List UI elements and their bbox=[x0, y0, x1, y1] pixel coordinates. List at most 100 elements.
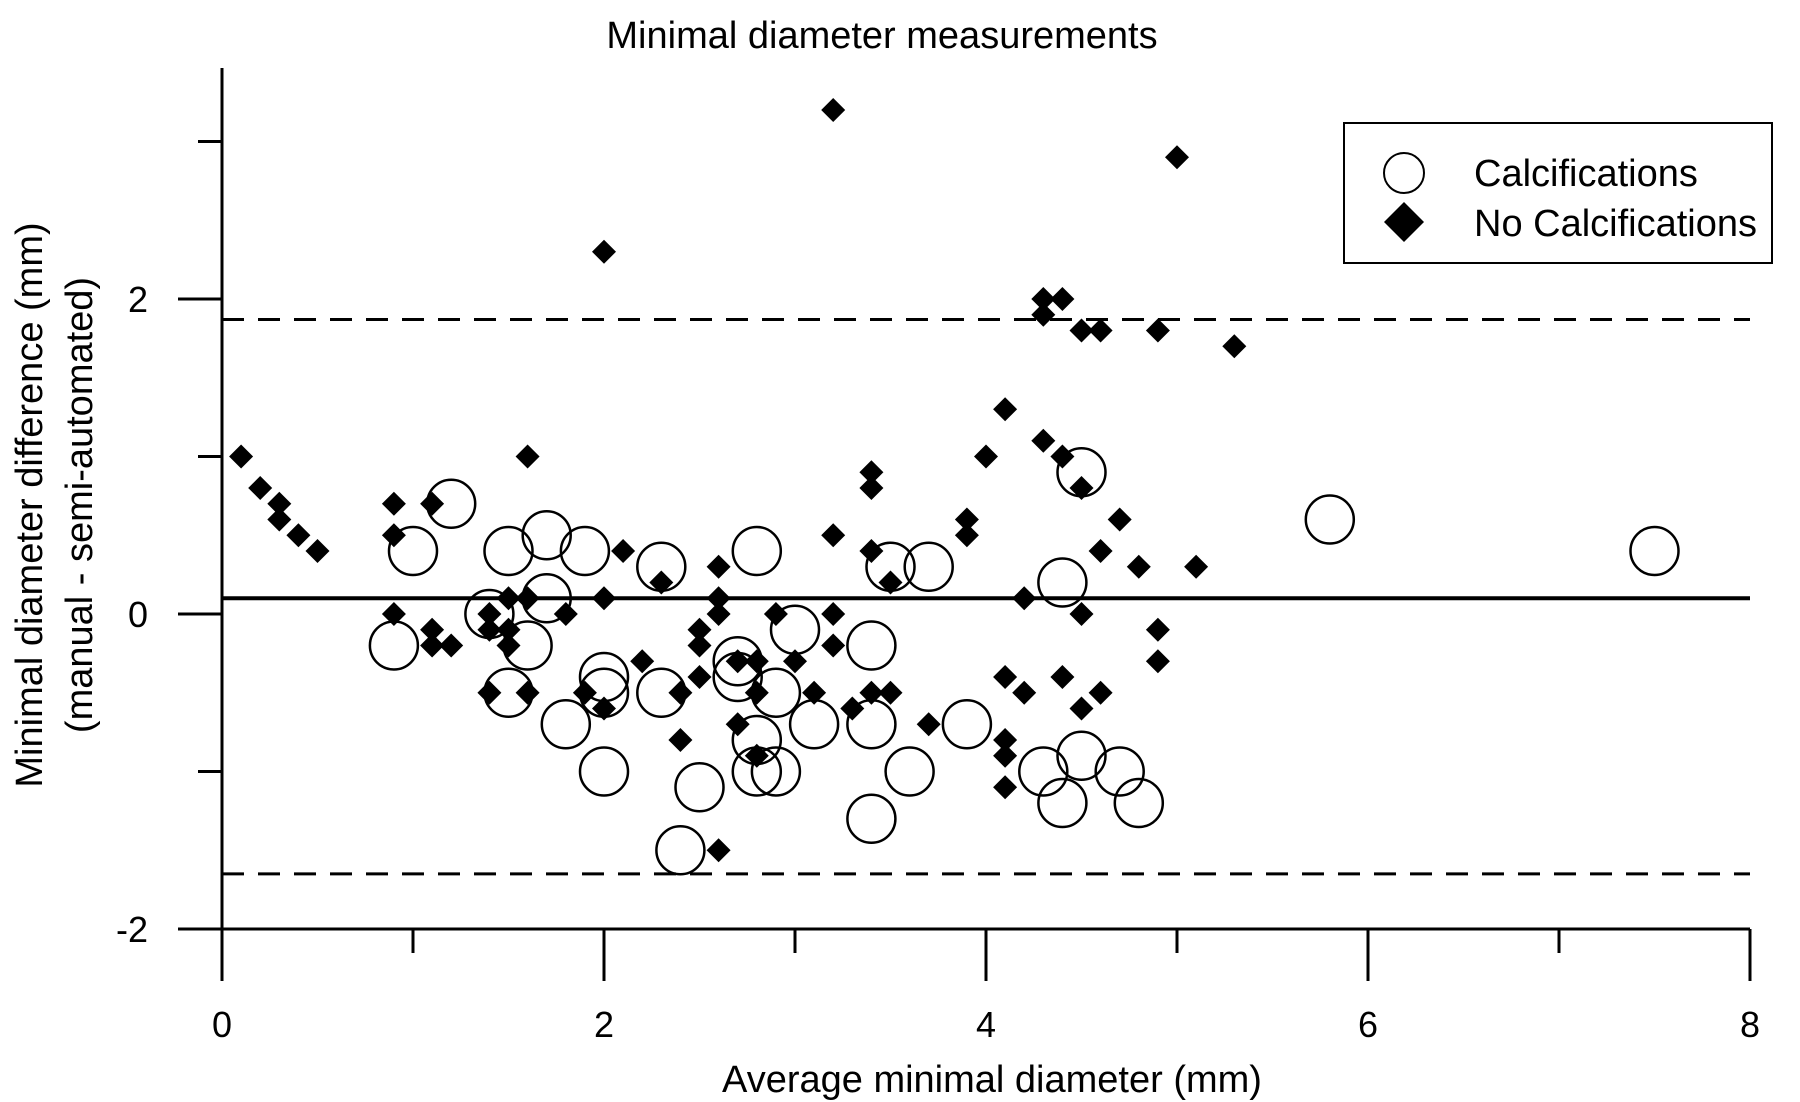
data-point-no-calcifications bbox=[744, 743, 769, 768]
data-point-no-calcifications bbox=[1222, 334, 1247, 359]
data-point-no-calcifications bbox=[744, 680, 769, 705]
x-tick-label: 6 bbox=[1358, 1004, 1378, 1045]
data-point-no-calcifications bbox=[1088, 539, 1113, 563]
data-point-calcifications bbox=[1037, 557, 1088, 608]
data-point-no-calcifications bbox=[840, 696, 865, 721]
data-point-calcifications bbox=[750, 746, 802, 797]
data-point-no-calcifications bbox=[477, 602, 502, 626]
legend-label-no-calcifications: No Calcifications bbox=[1474, 203, 1757, 245]
x-tick-label: 2 bbox=[594, 1004, 614, 1045]
data-point-no-calcifications bbox=[993, 775, 1018, 800]
data-point-no-calcifications bbox=[974, 444, 998, 469]
data-point-no-calcifications bbox=[821, 602, 846, 626]
data-point-calcifications bbox=[387, 525, 439, 577]
data-point-calcifications bbox=[1094, 746, 1145, 797]
data-point-no-calcifications bbox=[993, 743, 1018, 768]
data-point-no-calcifications bbox=[248, 476, 273, 500]
y-tick-label: 2 bbox=[128, 279, 148, 320]
data-point-no-calcifications bbox=[572, 680, 597, 705]
data-point-no-calcifications bbox=[1069, 602, 1094, 626]
data-point-no-calcifications bbox=[1031, 302, 1056, 327]
data-point-no-calcifications bbox=[859, 680, 884, 705]
data-point-no-calcifications bbox=[267, 491, 292, 516]
data-point-no-calcifications bbox=[725, 712, 750, 737]
data-point-calcifications bbox=[846, 620, 897, 671]
data-point-calcifications bbox=[559, 525, 611, 577]
x-axis-label: Average minimal diameter (mm) bbox=[722, 1059, 1262, 1101]
data-point-no-calcifications bbox=[515, 680, 540, 705]
data-point-no-calcifications bbox=[859, 476, 884, 500]
data-point-no-calcifications bbox=[878, 680, 903, 705]
data-point-no-calcifications bbox=[993, 665, 1018, 689]
y-tick-label: -2 bbox=[116, 909, 148, 950]
legend-label-calcifications: Calcifications bbox=[1474, 153, 1698, 195]
x-tick-label: 0 bbox=[212, 1004, 232, 1045]
series-calcifications bbox=[368, 447, 1680, 876]
data-point-calcifications bbox=[540, 699, 592, 750]
data-point-no-calcifications bbox=[420, 491, 445, 516]
data-point-no-calcifications bbox=[286, 523, 311, 548]
data-point-no-calcifications bbox=[496, 633, 521, 658]
data-point-no-calcifications bbox=[859, 460, 884, 485]
data-point-no-calcifications bbox=[1145, 617, 1170, 642]
series-no-calcifications bbox=[229, 98, 1247, 863]
data-point-no-calcifications bbox=[381, 491, 406, 516]
data-point-no-calcifications bbox=[229, 444, 254, 469]
data-point-calcifications bbox=[941, 699, 993, 750]
data-point-no-calcifications bbox=[1184, 554, 1209, 579]
data-point-no-calcifications bbox=[744, 649, 769, 674]
data-point-no-calcifications bbox=[515, 444, 540, 469]
data-point-no-calcifications bbox=[267, 507, 292, 532]
data-point-calcifications bbox=[884, 746, 935, 797]
data-point-no-calcifications bbox=[553, 602, 578, 626]
data-point-no-calcifications bbox=[859, 539, 884, 563]
data-point-no-calcifications bbox=[1031, 428, 1056, 453]
data-point-calcifications bbox=[846, 793, 897, 844]
data-point-no-calcifications bbox=[1012, 586, 1037, 611]
data-point-no-calcifications bbox=[763, 602, 788, 626]
data-point-no-calcifications bbox=[1107, 507, 1132, 532]
data-point-no-calcifications bbox=[954, 523, 979, 548]
data-point-no-calcifications bbox=[381, 602, 406, 626]
legend-marker-calcifications bbox=[1383, 152, 1425, 194]
data-point-no-calcifications bbox=[1050, 665, 1075, 689]
data-point-no-calcifications bbox=[802, 680, 827, 705]
data-point-calcifications bbox=[521, 510, 572, 561]
data-point-calcifications bbox=[731, 525, 783, 577]
data-point-no-calcifications bbox=[687, 633, 712, 658]
data-point-no-calcifications bbox=[783, 649, 807, 674]
data-point-no-calcifications bbox=[821, 523, 846, 548]
data-point-no-calcifications bbox=[649, 570, 674, 595]
data-point-no-calcifications bbox=[1050, 444, 1075, 469]
data-point-no-calcifications bbox=[611, 539, 636, 563]
data-point-no-calcifications bbox=[1126, 554, 1151, 579]
data-point-no-calcifications bbox=[496, 586, 521, 611]
data-point-no-calcifications bbox=[1031, 287, 1056, 311]
data-point-no-calcifications bbox=[993, 397, 1018, 422]
axes: -2 0 2 0 2 4 6 8 bbox=[116, 68, 1760, 1045]
data-point-no-calcifications bbox=[668, 728, 693, 752]
data-point-calcifications bbox=[368, 620, 420, 671]
data-point-no-calcifications bbox=[1165, 145, 1189, 170]
data-point-no-calcifications bbox=[420, 617, 445, 642]
data-point-calcifications bbox=[1056, 730, 1107, 781]
data-point-no-calcifications bbox=[821, 633, 846, 658]
x-tick-label: 4 bbox=[976, 1004, 996, 1045]
data-point-no-calcifications bbox=[706, 838, 731, 863]
data-point-no-calcifications bbox=[993, 728, 1018, 752]
data-point-no-calcifications bbox=[878, 570, 903, 595]
y-tick-label: 0 bbox=[128, 594, 148, 635]
data-point-no-calcifications bbox=[668, 680, 693, 705]
data-point-no-calcifications bbox=[954, 507, 979, 532]
data-point-no-calcifications bbox=[706, 602, 731, 626]
data-point-no-calcifications bbox=[706, 554, 731, 579]
data-point-no-calcifications bbox=[725, 649, 750, 674]
data-point-calcifications bbox=[903, 541, 954, 592]
data-point-calcifications bbox=[1113, 777, 1165, 829]
data-point-no-calcifications bbox=[592, 586, 616, 611]
data-point-no-calcifications bbox=[477, 617, 502, 642]
data-point-calcifications bbox=[788, 699, 840, 750]
data-point-calcifications bbox=[578, 746, 630, 797]
data-point-calcifications bbox=[1018, 746, 1069, 797]
